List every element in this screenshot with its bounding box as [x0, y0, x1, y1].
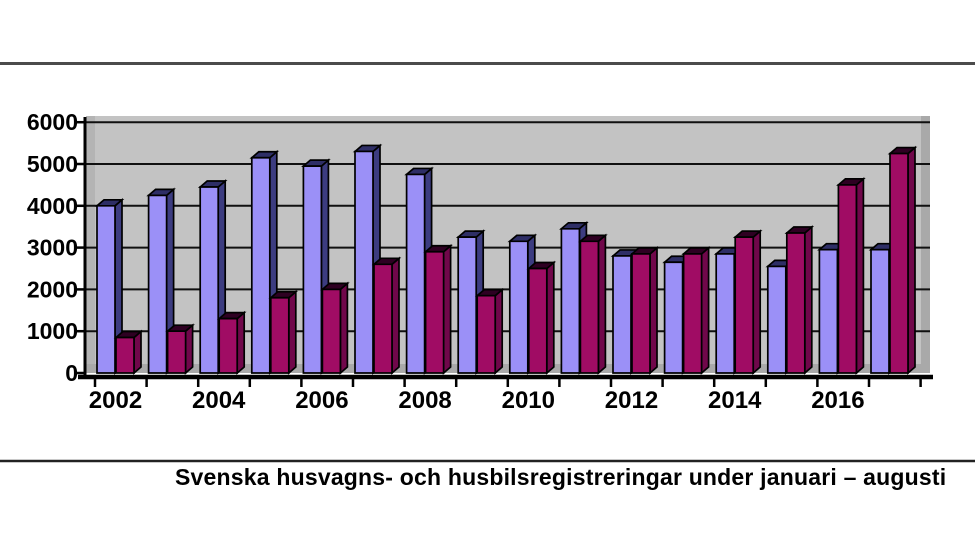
bar-husbilar-2005 — [268, 289, 299, 375]
plot-left-wall — [86, 116, 95, 373]
x-axis-label-2014: 2014 — [708, 387, 762, 414]
x-axis-label-2008: 2008 — [398, 387, 451, 414]
y-axis-label-2000: 2000 — [27, 276, 78, 302]
y-axis-label-3000: 3000 — [27, 235, 78, 261]
y-axis-label-6000: 6000 — [27, 109, 78, 135]
bar-husbilar-2002 — [113, 329, 144, 375]
y-axis-label-5000: 5000 — [27, 151, 78, 177]
bar-husbilar-2006 — [320, 281, 350, 375]
plot-floor — [86, 364, 930, 373]
bar-husbilar-2013 — [681, 246, 711, 375]
bar-husbilar-2004 — [216, 310, 247, 375]
bar-husbilar-2010 — [526, 260, 557, 375]
y-axis-label-0: 0 — [65, 360, 78, 386]
bar-husbilar-2012 — [629, 246, 660, 375]
x-axis-label-2002: 2002 — [89, 387, 142, 414]
bar-husvagnar-2003 — [146, 187, 176, 375]
plot-right-wall — [921, 116, 930, 373]
bar-husbilar-2015 — [784, 225, 815, 375]
y-axis-label-1000: 1000 — [27, 318, 78, 344]
x-axis-label-2006: 2006 — [295, 387, 348, 414]
x-axis-label-2004: 2004 — [192, 387, 246, 414]
x-axis-label-2010: 2010 — [502, 387, 555, 414]
bar-husbilar-2008 — [423, 243, 453, 375]
bar-husbilar-2009 — [474, 287, 505, 375]
chart-caption: Svenska husvagns- och husbilsregistrerin… — [175, 464, 947, 490]
bar-husbilar-2014 — [732, 229, 763, 375]
bar-husbilar-2011 — [578, 233, 608, 375]
x-axis-label-2012: 2012 — [605, 387, 658, 414]
x-axis-label-2016: 2016 — [811, 387, 864, 414]
bar-husbilar-2007 — [371, 256, 402, 375]
bar-husbilar-2017 — [887, 145, 918, 375]
bar-husbilar-2016 — [836, 177, 866, 375]
bar-husbilar-2003 — [165, 323, 195, 375]
y-axis-label-4000: 4000 — [27, 193, 78, 219]
